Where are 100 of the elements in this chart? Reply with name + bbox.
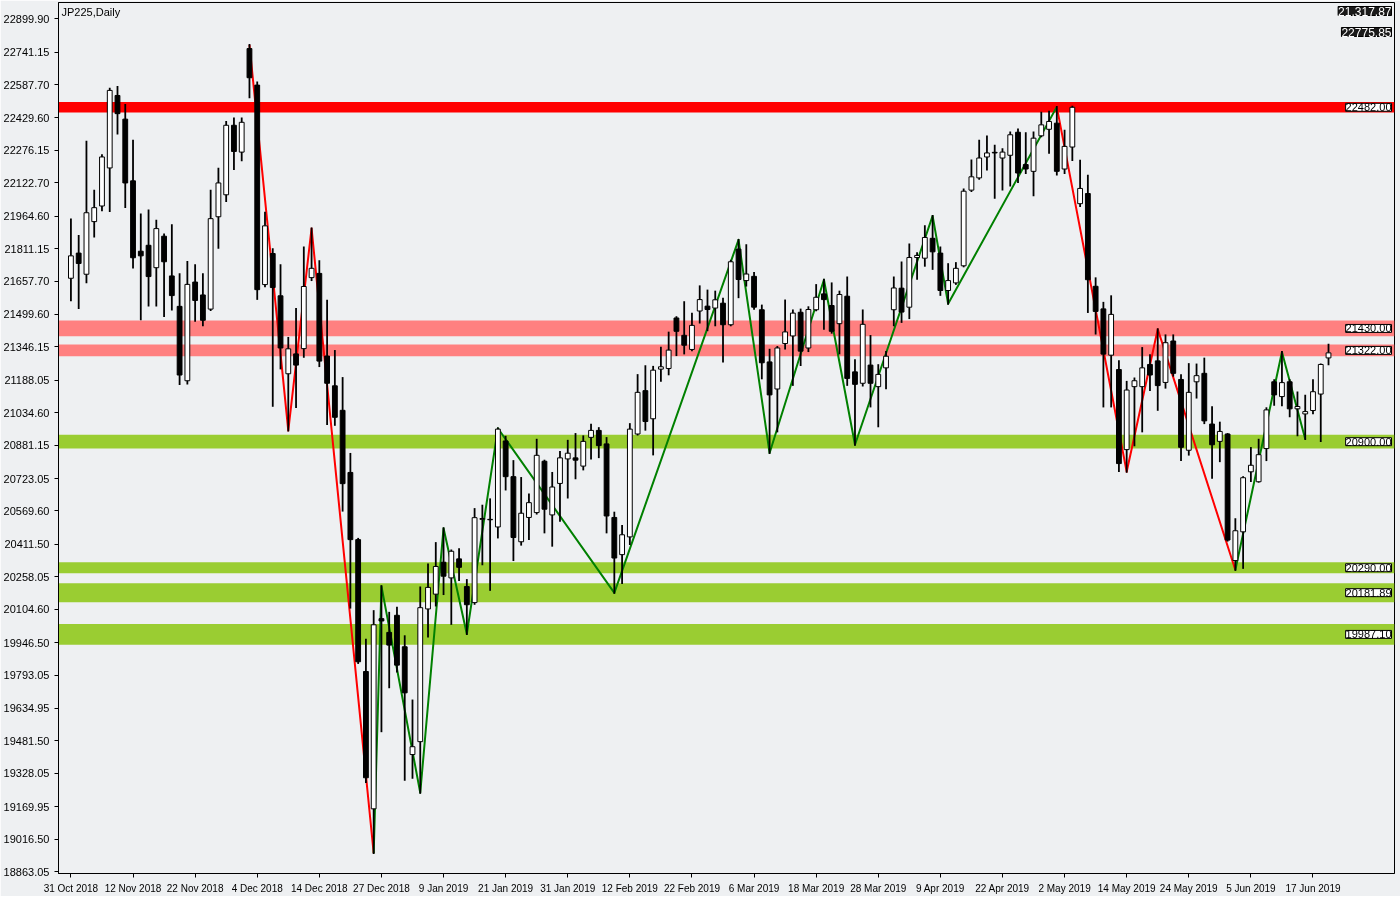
y-tick-label: 19169.95	[3, 800, 50, 813]
band-label: 22482.00	[1345, 101, 1392, 114]
candlestick	[463, 579, 470, 635]
y-tick-label: 22429.60	[3, 111, 50, 124]
x-tick-label: 22 Nov 2018	[166, 882, 224, 894]
candlestick	[378, 585, 385, 733]
x-tick-label: 14 Dec 2018	[290, 882, 349, 894]
y-tick-label: 18863.05	[3, 865, 50, 878]
y-tick-label: 19016.50	[3, 833, 50, 846]
x-tick-label: 24 May 2019	[1159, 882, 1219, 894]
candlestick	[425, 563, 431, 638]
x-tick-label: 21 Jan 2019	[478, 882, 534, 894]
y-tick-label: 20723.05	[3, 472, 50, 485]
candlestick	[945, 263, 952, 305]
y-tick-label: 21811.15	[4, 242, 50, 255]
candlestick	[852, 359, 858, 446]
y-tick-label: 19328.05	[3, 767, 50, 780]
candlestick	[929, 215, 936, 270]
band-label: 21430.00	[1345, 322, 1392, 335]
candlestick	[1038, 111, 1045, 138]
x-tick-label: 12 Nov 2018	[104, 882, 162, 894]
chart-title: JP225,Daily	[61, 5, 121, 18]
x-tick-label: 22 Feb 2019	[663, 882, 721, 894]
y-tick-label: 20104.60	[3, 603, 50, 616]
x-tick-label: 17 Jun 2019	[1285, 882, 1341, 894]
band-label: 20900.00	[1345, 435, 1392, 448]
candlestick	[813, 284, 820, 312]
x-tick-label: 22 Apr 2019	[975, 882, 1030, 894]
candlestick	[914, 252, 920, 280]
y-tick-label: 22587.70	[3, 78, 50, 91]
candlestick	[1077, 159, 1084, 207]
candlestick	[456, 548, 462, 581]
candlestick	[293, 307, 299, 409]
band-label: 21322.00	[1345, 344, 1392, 357]
y-tick-label: 22122.70	[3, 176, 50, 189]
candlestick	[68, 218, 74, 302]
candlestick	[588, 423, 594, 460]
y-tick-label: 19946.50	[3, 636, 50, 649]
y-tick-label: 19634.95	[3, 702, 50, 715]
candlestick	[1247, 447, 1254, 483]
x-tick-label: 31 Oct 2018	[43, 882, 99, 894]
candlestick	[1046, 110, 1052, 154]
x-tick-label: 4 Dec 2018	[231, 882, 284, 894]
candlestick	[409, 699, 416, 779]
candlestick	[1139, 347, 1146, 433]
candlestick	[720, 297, 726, 363]
x-tick-label: 6 Mar 2019	[728, 882, 780, 894]
x-tick-label: 28 Mar 2019	[850, 882, 907, 894]
candlestick	[984, 135, 990, 171]
candlestick	[595, 427, 602, 459]
candlestick	[526, 493, 532, 540]
y-tick-label: 22899.90	[3, 12, 50, 25]
band-label: 19987.10	[1345, 628, 1392, 641]
candlestick	[789, 309, 796, 386]
y-tick-label: 20569.60	[3, 504, 50, 517]
x-tick-label: 5 Jun 2019	[1226, 882, 1277, 894]
candlestick	[921, 225, 928, 267]
y-tick-label: 21034.60	[3, 406, 50, 419]
candlestick	[968, 159, 975, 193]
candlestick	[1279, 351, 1285, 407]
text: 22775.85	[1341, 25, 1392, 40]
candlestick	[976, 139, 983, 180]
y-tick-label: 21964.60	[3, 210, 50, 223]
y-tick-label: 20881.15	[3, 439, 50, 452]
candlestick	[782, 299, 789, 350]
y-tick-label: 22741.15	[3, 46, 50, 59]
y-tick-label: 21499.60	[3, 308, 50, 321]
x-tick-label: 18 Mar 2019	[788, 882, 845, 894]
y-tick-label: 19481.50	[3, 734, 50, 747]
candlestick	[1131, 377, 1138, 447]
candlestick	[1216, 421, 1223, 463]
x-tick-label: 12 Feb 2019	[601, 882, 659, 894]
candlestick	[1147, 354, 1153, 391]
candlestick	[1302, 394, 1309, 440]
candlestick	[1310, 379, 1316, 415]
candlestick	[1271, 379, 1278, 406]
candlestick	[821, 278, 827, 330]
candlestick	[192, 264, 199, 322]
x-tick-label: 2 May 2019	[1038, 882, 1092, 894]
candlestick	[681, 301, 688, 355]
x-tick-label: 27 Dec 2018	[353, 882, 411, 894]
candlestick	[386, 611, 393, 689]
x-tick-label: 14 May 2019	[1097, 882, 1157, 894]
x-tick-label: 9 Jan 2019	[418, 882, 469, 894]
y-tick-label: 19793.05	[3, 669, 50, 682]
band-label: 20290.00	[1345, 561, 1392, 574]
candlestick	[883, 350, 889, 390]
candlestick	[619, 525, 625, 585]
candlestick	[1325, 343, 1332, 366]
y-tick-label: 21657.70	[3, 275, 50, 288]
y-tick-label: 20258.05	[3, 570, 50, 583]
x-tick-label: 31 Jan 2019	[540, 882, 596, 894]
candlestick	[1209, 406, 1215, 479]
candlestick	[168, 224, 175, 311]
band-label: 20181.89	[1345, 586, 1392, 599]
text: 21,317.87	[1338, 4, 1392, 19]
x-tick-label: 9 Apr 2019	[915, 882, 965, 894]
y-tick-label: 20411.50	[4, 538, 50, 551]
y-tick-label: 22276.15	[3, 144, 50, 157]
candlestick	[658, 346, 664, 382]
